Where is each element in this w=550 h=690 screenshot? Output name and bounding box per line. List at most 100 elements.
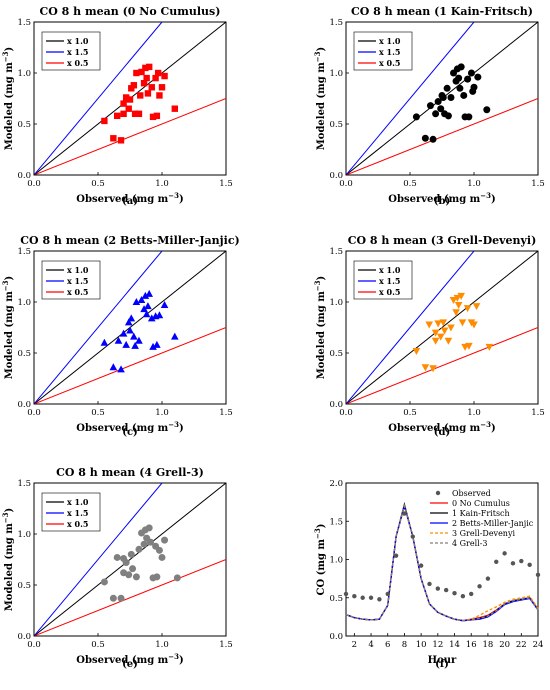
data-point [120,100,127,107]
data-point [137,92,144,99]
data-point [470,83,478,91]
legend-entry: x 1.0 [67,265,89,275]
legend-box [41,31,101,71]
data-point [148,84,155,91]
ratio-line-1-5 [346,251,475,404]
observed-point [460,594,466,599]
data-point [483,106,491,114]
data-point [465,342,473,350]
y-axis-label-close: ) [316,276,327,281]
data-points [412,63,491,143]
data-point [470,321,478,329]
observed-points [343,511,541,602]
x-axis-label: Observed (mg m−3) [76,191,183,205]
y-tick-label: 1.5 [17,18,31,28]
y-axis-label-text: Modeled (mg m [316,291,327,380]
data-point [131,110,139,117]
x-tick-label: 0.5 [403,408,417,418]
observed-point [393,553,399,558]
x-tick-label: 24 [533,640,544,650]
y-axis-label-close: ) [4,47,15,52]
y-tick-label: 1.0 [17,530,31,540]
legend-box [41,260,101,300]
data-point [137,295,146,303]
y-tick-label: 0.0 [329,400,343,410]
x-tick-label: 0.0 [27,179,41,189]
data-point [117,137,125,144]
observed-point [443,587,449,593]
data-point [431,337,440,345]
x-tick-label: 22 [516,640,527,650]
panel-label: (c) [122,427,138,438]
x-tick-label: 1.5 [531,179,545,189]
x-tick-label: 16 [466,640,477,650]
data-point [127,314,136,322]
observed-point [519,558,524,564]
observed-point [368,595,374,600]
y-tick-label: 0.5 [17,581,31,591]
data-point [463,305,472,313]
x-axis-label-close: ) [179,423,184,434]
y-axis-label-text: Modeled (mg m [4,62,15,151]
data-point [135,545,143,553]
legend-entry: 1 Kain-Fritsch [452,509,510,518]
legend: x 1.0x 1.5x 0.5 [41,492,101,532]
data-point [138,68,145,76]
observed-point [343,591,349,597]
data-point [101,117,108,125]
x-axis-label-exponent: −3 [168,420,179,429]
y-tick-label: 0.0 [329,171,343,181]
x-tick-label: 4 [368,640,373,650]
y-tick-label: 0.0 [17,632,31,642]
observed-point [410,534,415,539]
legend-entry: x 1.5 [67,276,88,286]
data-point [141,291,150,299]
series-lines [345,501,539,622]
legend: x 1.0x 1.5x 0.5 [353,260,413,300]
x-axis-label-close: ) [491,423,496,434]
x-axis-label: Observed (mg m−3) [388,420,495,434]
data-point [126,326,134,334]
data-point [155,311,164,319]
y-axis-label: CO (mg m−3) [313,523,327,595]
x-tick-label: 0.5 [403,179,417,189]
data-point [135,110,143,117]
x-axis-label: Hour [428,655,457,666]
x-tick-label: 0.0 [339,179,353,189]
data-point [145,524,153,532]
x-tick-label: 0.5 [91,179,105,189]
y-axis-label: Modeled (mg m−3) [1,47,15,151]
data-point [465,113,473,121]
ratio-line-1-0 [34,483,226,636]
observed-point [535,572,541,577]
data-point [456,84,464,92]
legend-entry: x 0.5 [67,58,88,68]
x-tick-label: 0.0 [27,408,41,418]
legend-entry: 3 Grell-Devenyi [452,529,515,538]
data-point [153,573,161,581]
y-axis-label-text: CO (mg m [316,539,327,596]
ratio-line-0-5 [346,98,538,175]
legend-entry: x 1.5 [67,47,88,57]
ratio-line-1-0 [346,251,538,404]
y-tick-label: 2.0 [329,479,343,489]
y-tick-label: 1.0 [329,69,343,79]
observed-point [494,559,499,564]
data-point [485,343,494,351]
data-point [458,319,467,327]
data-point [131,341,139,349]
data-point [125,571,133,579]
data-point [155,546,163,554]
data-point [160,301,169,309]
legend: x 1.0x 1.5x 0.5 [353,31,413,71]
data-point [133,69,140,77]
data-point [171,332,179,340]
observed-point [510,561,516,566]
data-point [434,98,442,106]
legend-box [353,260,413,300]
y-axis-label-close: ) [4,508,15,513]
y-axis-label-exponent: −3 [1,51,10,62]
data-point [144,302,152,310]
data-point [144,90,152,97]
